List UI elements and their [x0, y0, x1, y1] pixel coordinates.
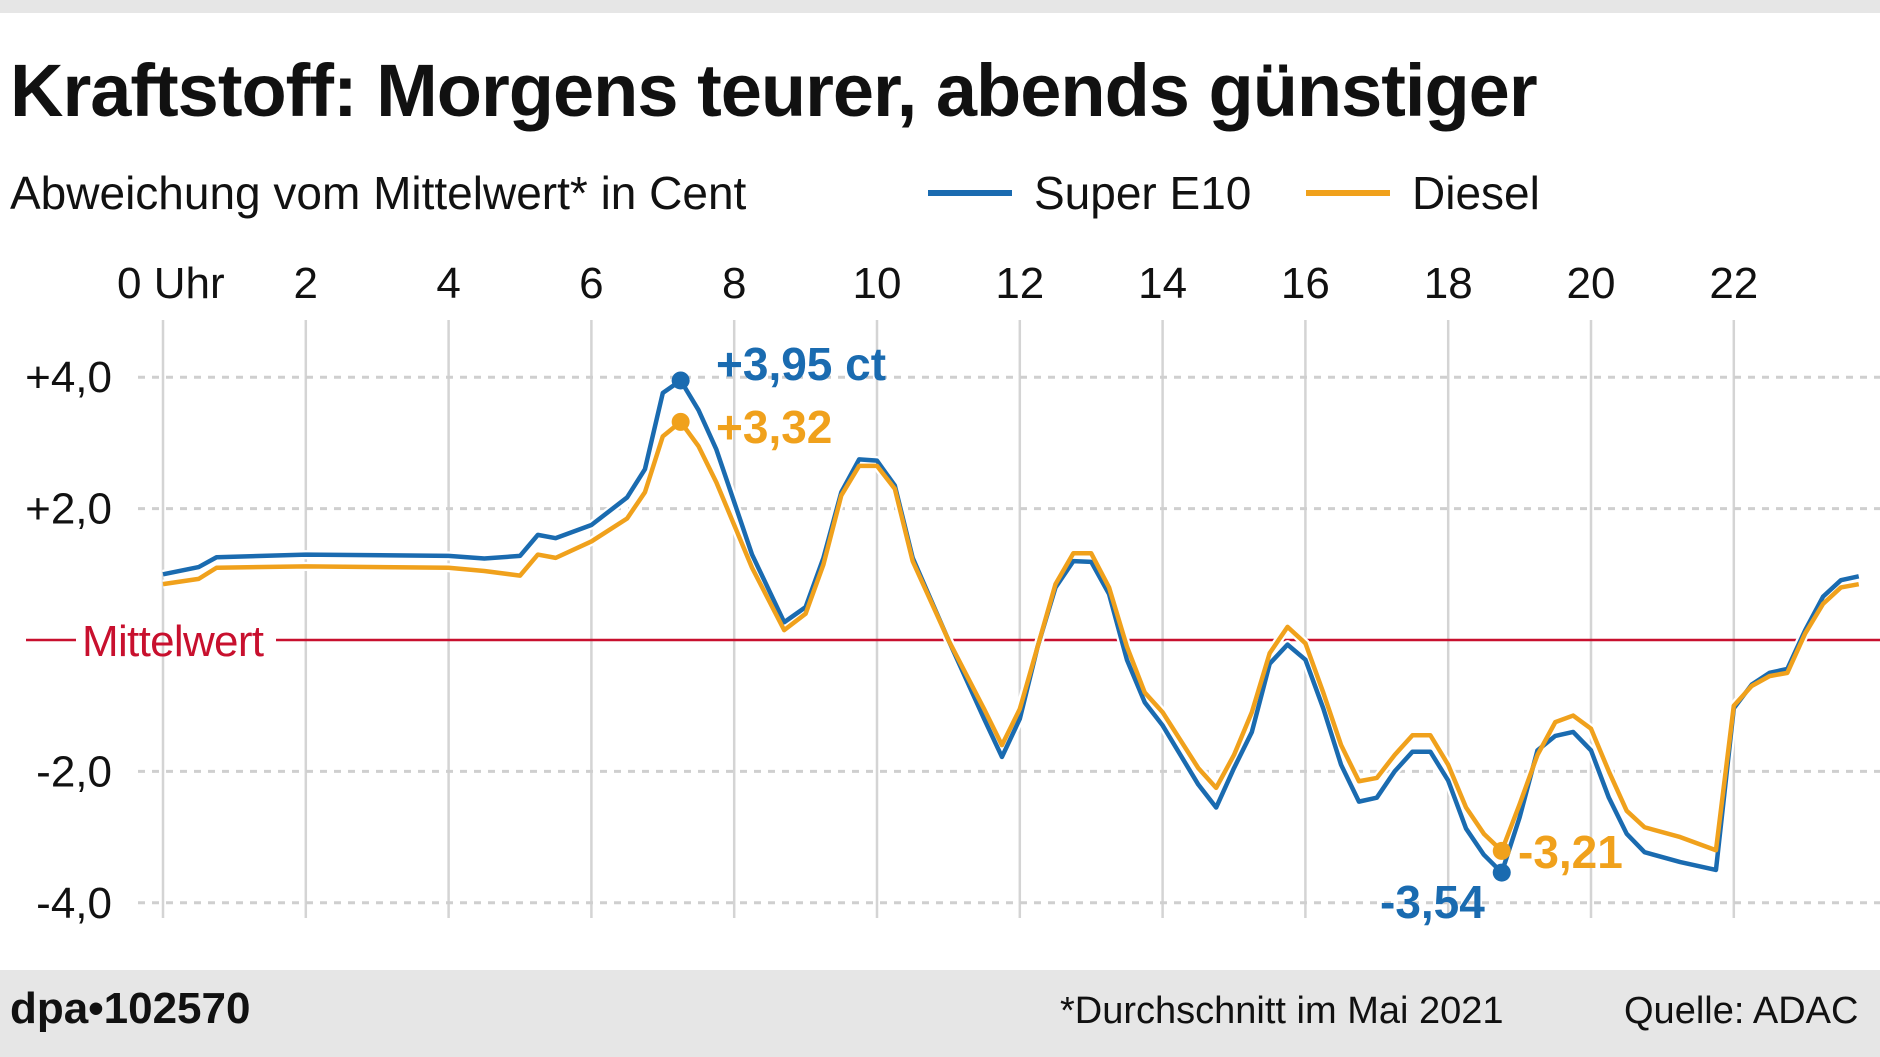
- min-label-diesel: -3,21: [1518, 826, 1623, 878]
- x-tick-label: 4: [436, 259, 460, 308]
- x-tick-label: 10: [853, 259, 902, 308]
- y-tick-label: +2,0: [25, 485, 112, 534]
- footnote: *Durchschnitt im Mai 2021: [1060, 990, 1504, 1032]
- x-tick-label: 12: [995, 259, 1044, 308]
- dpa-logo: dpa•102570: [10, 984, 251, 1033]
- min-label-super-e10: -3,54: [1380, 876, 1485, 928]
- x-tick-label: 2: [294, 259, 318, 308]
- x-tick-label: 16: [1281, 259, 1330, 308]
- x-tick-label: 6: [579, 259, 603, 308]
- mittelwert-label: Mittelwert: [82, 617, 264, 666]
- legend-swatch-super-e10: [928, 190, 1012, 196]
- chart-subtitle: Abweichung vom Mittelwert* in Cent: [10, 167, 747, 219]
- line-chart: 0 Uhr 2 4 6 8 10 12 14 16 18 20 22 +4,0 +2,0 -2,0 -4,0 M…: [25, 259, 1880, 928]
- max-label-diesel: +3,32: [716, 401, 832, 453]
- min-point-super-e10: [1492, 863, 1511, 882]
- series-line-diesel: [162, 419, 1860, 854]
- source-label: Quelle: ADAC: [1624, 990, 1859, 1032]
- legend-label-super-e10: Super E10: [1034, 167, 1252, 219]
- legend-item-super-e10: Super E10: [928, 166, 1251, 220]
- y-tick-label: -2,0: [36, 747, 112, 796]
- y-tick-label: +4,0: [25, 353, 112, 402]
- max-point-super-e10: [671, 371, 690, 390]
- legend-label-diesel: Diesel: [1412, 167, 1540, 219]
- x-tick-label: 22: [1709, 259, 1758, 308]
- x-tick-label: 18: [1424, 259, 1473, 308]
- x-tick-label: 14: [1138, 259, 1187, 308]
- legend-item-diesel: Diesel: [1306, 166, 1540, 220]
- x-tick-label: 20: [1567, 259, 1616, 308]
- series-line-super-e10: [162, 378, 1860, 875]
- max-label-super-e10: +3,95 ct: [716, 338, 886, 390]
- max-point-diesel: [671, 412, 690, 431]
- series-halo-0: [162, 375, 1860, 878]
- top-bar: [0, 0, 1880, 13]
- x-tick-label: 0 Uhr: [117, 259, 225, 308]
- legend-swatch-diesel: [1306, 190, 1390, 196]
- chart-title: Kraftstoff: Morgens teurer, abends günst…: [10, 49, 1538, 132]
- min-point-diesel: [1492, 841, 1511, 860]
- x-tick-label: 8: [722, 259, 746, 308]
- y-tick-label: -4,0: [36, 879, 112, 928]
- footer-bar: [0, 970, 1880, 1057]
